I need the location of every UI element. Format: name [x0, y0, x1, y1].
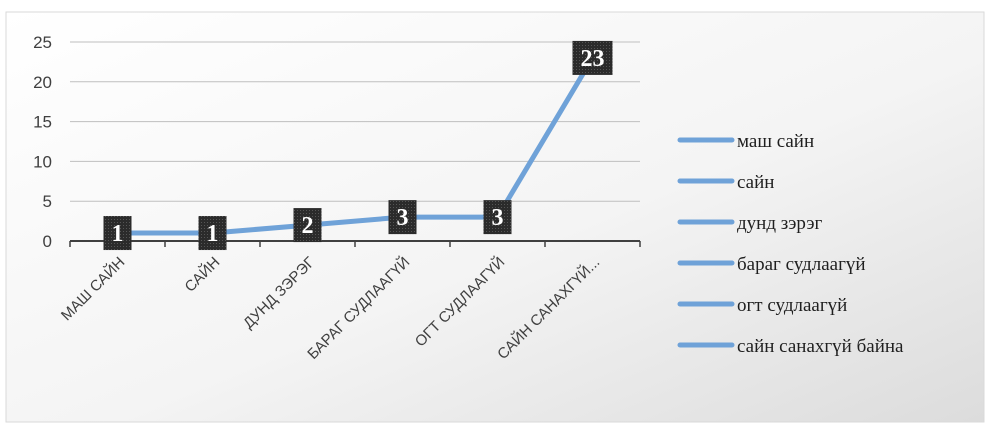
data-label-box — [198, 216, 227, 251]
legend-entry: сайн санахгүй байна — [737, 336, 904, 357]
legend-entry: маш сайн — [737, 131, 814, 152]
data-label: 3 — [492, 205, 504, 231]
data-label-box — [572, 40, 613, 75]
data-label: 1 — [207, 221, 219, 247]
y-tick-label: 20 — [33, 73, 52, 92]
y-tick-label: 10 — [33, 152, 52, 171]
y-tick-label: 15 — [33, 113, 52, 132]
y-tick-label: 25 — [33, 33, 52, 52]
legend-entry: огт судлаагүй — [737, 295, 847, 316]
y-tick-label: 0 — [43, 232, 52, 251]
y-tick-label: 5 — [43, 192, 52, 211]
data-label-box — [293, 208, 322, 243]
data-label-box — [103, 216, 132, 251]
data-label-box — [483, 200, 512, 235]
data-label: 2 — [302, 213, 314, 239]
legend-entry: дунд зэрэг — [737, 213, 823, 234]
legend-entry: бараг судлаагүй — [737, 254, 866, 275]
data-label: 1 — [112, 221, 124, 247]
data-label: 23 — [581, 46, 605, 72]
series-line — [115, 55, 595, 236]
data-label: 3 — [397, 205, 409, 231]
data-label-box — [388, 200, 417, 235]
legend-entry: сайн — [737, 172, 774, 193]
